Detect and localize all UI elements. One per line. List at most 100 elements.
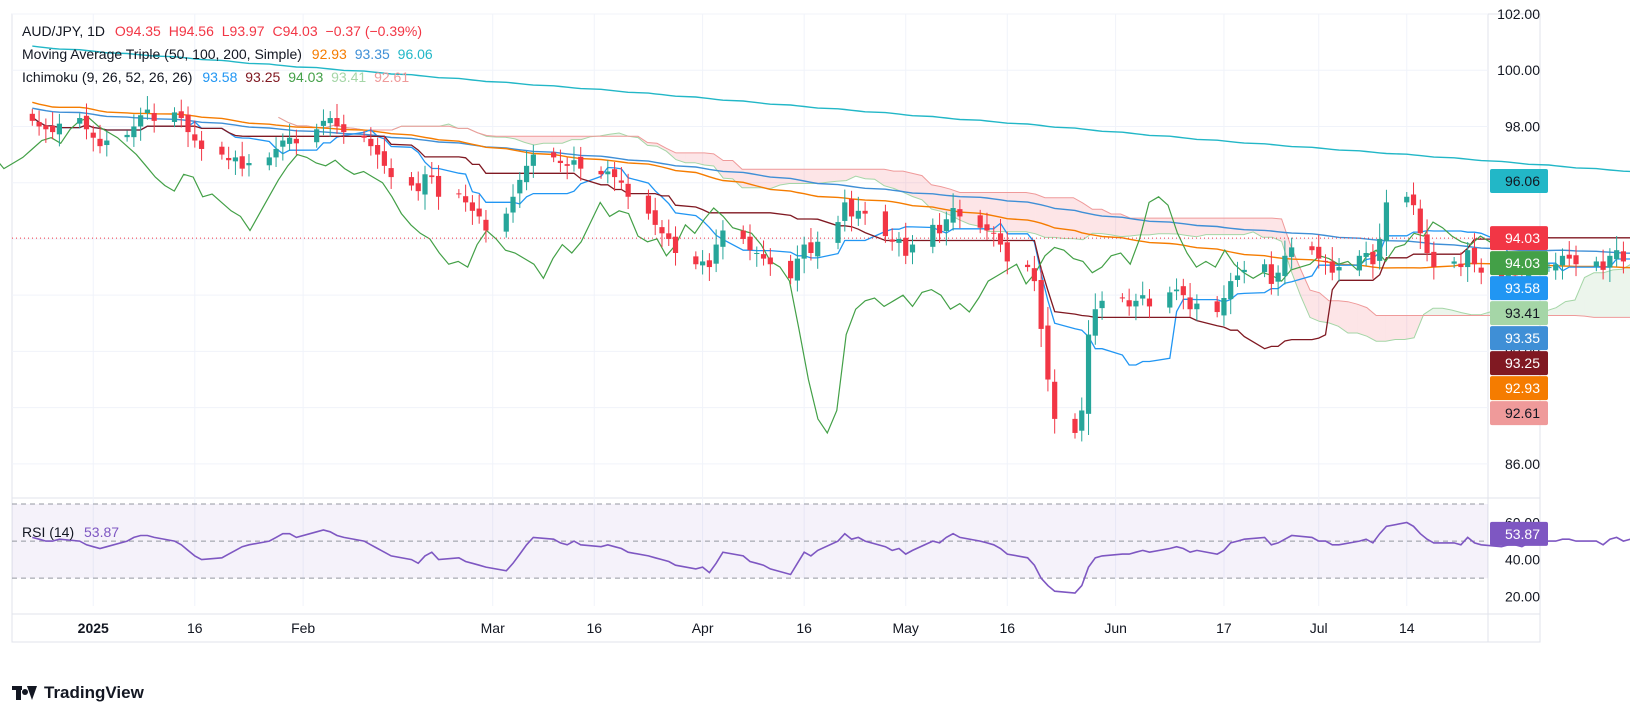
candle-body <box>415 183 421 192</box>
candle-body <box>375 145 381 155</box>
candle-body <box>530 154 536 166</box>
candle-body <box>862 210 868 214</box>
cloud-segment <box>1328 300 1339 327</box>
price-tick-label: 86.00 <box>1505 456 1540 472</box>
candle <box>1458 252 1464 277</box>
candle <box>429 162 435 184</box>
candle-body <box>598 170 604 175</box>
candle <box>1431 241 1437 280</box>
conversion-price-label-bg <box>1490 276 1548 301</box>
cloud-segment <box>514 136 525 143</box>
candle-body <box>767 257 773 265</box>
tradingview-logo[interactable]: TradingView <box>12 683 144 703</box>
candle <box>896 232 902 257</box>
candle-body <box>1356 255 1362 271</box>
candle-body <box>1004 242 1010 262</box>
candle-body <box>29 113 35 121</box>
ma200-price-label: 96.06 <box>1490 169 1548 194</box>
cloud-segment <box>1404 315 1415 340</box>
cloud-segment <box>713 153 724 179</box>
cloud-segment <box>1395 315 1405 340</box>
candle-body <box>523 165 530 183</box>
header-legend: AUD/JPY, 1D O94.35 H94.56 L93.97 C94.03 … <box>22 22 426 40</box>
candle-body <box>138 115 144 127</box>
spanB-price-label-text: 92.61 <box>1505 405 1540 421</box>
candle <box>314 123 320 148</box>
candle <box>469 195 476 225</box>
cloud-segment <box>1300 268 1310 318</box>
candle <box>1465 242 1471 282</box>
candle-body <box>1221 297 1227 316</box>
candle-body <box>1424 234 1430 253</box>
candle <box>198 130 205 161</box>
cloud-segment <box>1044 197 1055 238</box>
candle <box>855 196 861 226</box>
candle <box>835 215 841 250</box>
candle-body <box>997 233 1004 245</box>
candle <box>943 211 949 246</box>
candle-body <box>1275 272 1281 282</box>
cloud-segment <box>1272 218 1282 242</box>
ma100-value: 93.35 <box>354 46 390 62</box>
spanB-price-label-bg <box>1490 401 1548 426</box>
candle-body <box>842 202 848 221</box>
candle <box>1261 259 1268 278</box>
candle <box>1072 413 1078 439</box>
candle-body <box>903 237 909 256</box>
ichimoku-lagging-value: 94.03 <box>288 69 324 85</box>
time-tick-label: Mar <box>481 620 505 636</box>
rsi-label: RSI (14) <box>22 524 75 540</box>
cloud-segment <box>1035 194 1045 238</box>
candle <box>618 167 624 190</box>
candle <box>1370 244 1376 279</box>
candle <box>246 154 252 177</box>
cloud-segment <box>1565 300 1575 316</box>
candle-body <box>151 112 157 121</box>
candle <box>1316 234 1322 269</box>
candle <box>1052 369 1058 434</box>
candle <box>1451 256 1457 269</box>
candle <box>720 220 726 260</box>
candle <box>286 123 293 151</box>
lagging-price-label-text: 94.03 <box>1505 255 1540 271</box>
candle <box>1085 320 1092 435</box>
candle-body <box>578 156 584 169</box>
ichimoku-span-b-line <box>278 116 1630 318</box>
grid <box>11 13 1541 643</box>
cloud-segment <box>1584 272 1594 318</box>
candle-body <box>1194 303 1200 310</box>
candle <box>1180 278 1186 310</box>
cloud-segment <box>1007 192 1017 232</box>
candle <box>36 110 42 136</box>
candle-body <box>1031 268 1037 282</box>
candle-body <box>1289 247 1295 257</box>
candle-body <box>1336 267 1342 271</box>
candle <box>1119 293 1125 303</box>
candle <box>138 107 144 141</box>
candle-body <box>936 224 943 234</box>
cloud-segment <box>1149 218 1159 235</box>
candle <box>903 222 909 265</box>
candle-body <box>943 219 949 232</box>
time-tick-label: Apr <box>692 620 714 636</box>
lagging-price-label-bg <box>1490 251 1548 276</box>
candle-body <box>1329 261 1335 273</box>
candle <box>219 141 225 160</box>
candle-body <box>510 196 516 213</box>
candle <box>151 103 157 133</box>
ichimoku-spanA-value: 93.41 <box>331 69 367 85</box>
candle <box>997 218 1004 253</box>
base-price-label-bg <box>1490 351 1548 376</box>
cloud-segment <box>723 160 733 179</box>
candle-body <box>984 224 990 231</box>
time-tick-label: 16 <box>187 620 203 636</box>
candle-body <box>1261 264 1268 273</box>
candle <box>930 218 936 254</box>
candle-body <box>1241 269 1247 273</box>
candle <box>713 229 719 273</box>
candle <box>1289 237 1295 269</box>
candle-body <box>611 169 618 178</box>
candle <box>747 224 753 261</box>
candle <box>1329 247 1335 281</box>
